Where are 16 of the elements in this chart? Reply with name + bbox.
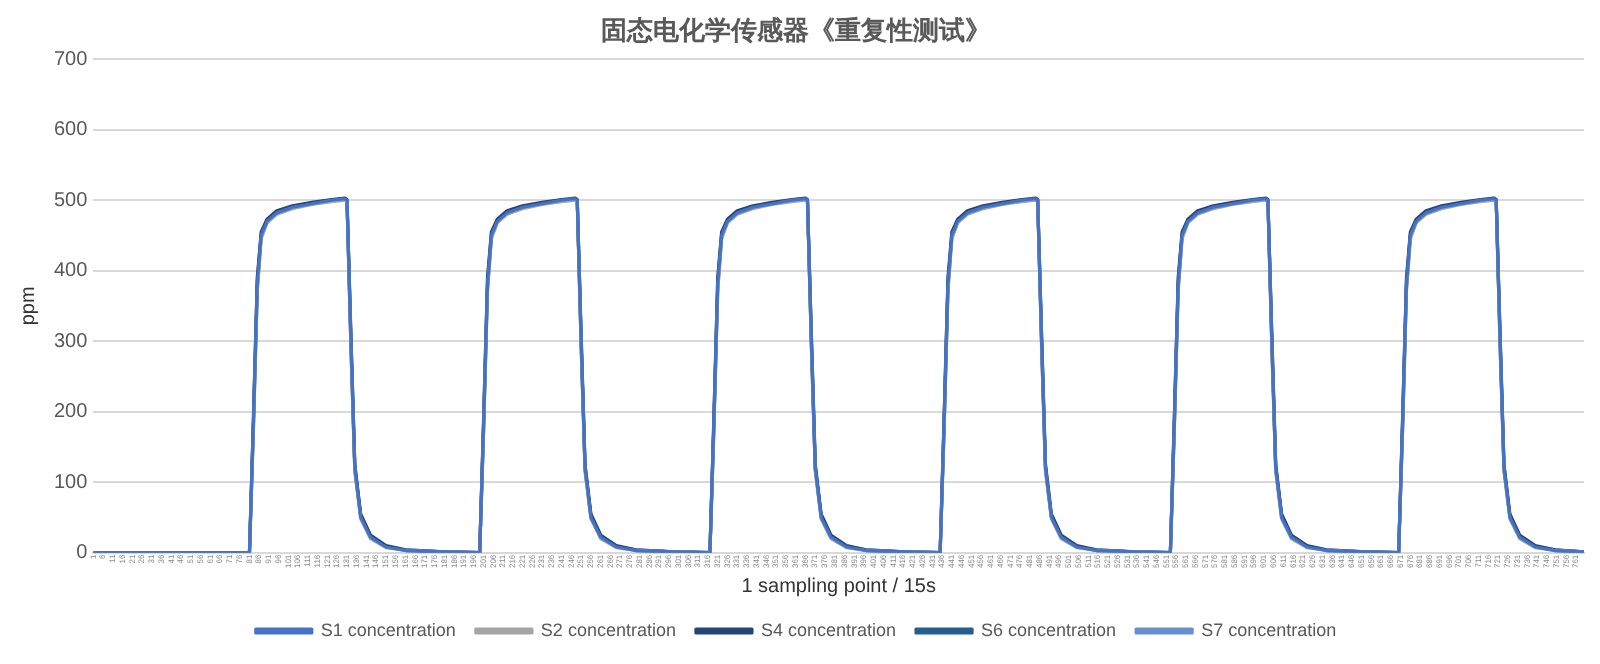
y-tick-label: 200 — [53, 401, 89, 424]
y-tick-label: 600 — [53, 119, 89, 142]
y-axis-title: ppm — [17, 286, 40, 326]
legend-label: S4 concentration — [760, 619, 897, 640]
y-tick-label: 500 — [53, 189, 89, 212]
chart-title: 固态电化学传感器《重复性测试》 — [601, 14, 991, 45]
y-tick-label: 0 — [76, 542, 89, 565]
y-tick-label: 100 — [53, 471, 89, 494]
y-tick-label: 400 — [53, 260, 89, 283]
legend-label: S6 concentration — [981, 619, 1117, 640]
y-tick-label: 300 — [53, 330, 89, 353]
x-axis-title: 1 sampling point / 15s — [741, 575, 936, 598]
y-tick-label: 700 — [53, 48, 89, 71]
legend-label: S2 concentration — [540, 619, 676, 640]
legend-label: S7 concentration — [1201, 619, 1337, 640]
legend-label: S1 concentration — [320, 619, 456, 640]
